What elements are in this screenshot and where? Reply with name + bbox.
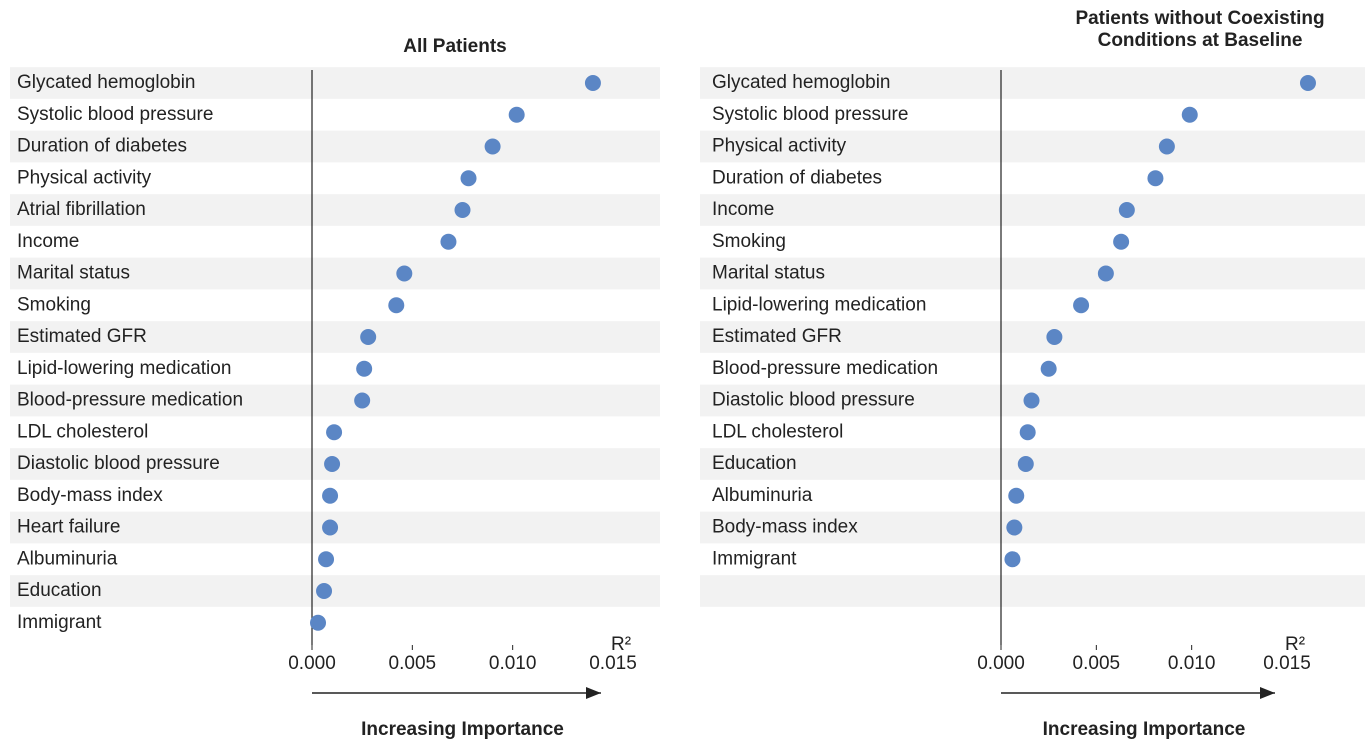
dot	[310, 614, 327, 631]
row-band	[700, 511, 1365, 544]
category-label: Duration of diabetes	[17, 136, 187, 157]
row-band	[10, 384, 660, 417]
dot	[316, 583, 333, 599]
category-label: Blood-pressure medication	[17, 390, 243, 411]
x-tick-label: 0.000	[288, 653, 336, 674]
dot	[1017, 456, 1034, 472]
category-label: Glycated hemoglobin	[712, 72, 891, 93]
x-tick-label: 0.015	[1263, 653, 1311, 674]
category-label: Diastolic blood pressure	[17, 453, 220, 474]
chart-title: All Patients	[403, 36, 507, 57]
dot	[354, 392, 371, 409]
category-label: Blood-pressure medication	[712, 358, 938, 379]
arrow-label: Increasing Importance	[361, 719, 564, 740]
category-label: Immigrant	[712, 548, 797, 569]
row-band	[10, 321, 660, 353]
x-axis-label: R²	[611, 634, 631, 655]
category-label: Physical activity	[17, 167, 152, 188]
arrow-label: Increasing Importance	[1043, 719, 1246, 740]
category-label: Marital status	[712, 263, 825, 284]
dot	[360, 329, 377, 345]
category-label: Heart failure	[17, 517, 121, 538]
x-tick-label: 0.005	[389, 653, 437, 674]
category-label: LDL cholesterol	[712, 421, 843, 442]
row-band	[700, 257, 1365, 290]
category-label: Glycated hemoglobin	[17, 72, 196, 93]
category-label: Education	[17, 580, 102, 601]
x-tick-label: 0.010	[489, 653, 537, 674]
category-label: Income	[17, 231, 79, 252]
dot	[318, 551, 335, 568]
dot	[1023, 392, 1040, 409]
category-label: Diastolic blood pressure	[712, 390, 915, 411]
chart-title: Patients without Coexisting Conditions a…	[1075, 8, 1325, 51]
category-label: Immigrant	[17, 612, 102, 633]
x-tick-label: 0.000	[977, 653, 1025, 674]
dot	[484, 138, 501, 155]
dot	[1147, 170, 1164, 187]
category-label: Education	[712, 453, 797, 474]
dot	[1097, 265, 1114, 282]
dot	[324, 456, 341, 472]
dot	[1073, 297, 1090, 314]
dot	[388, 297, 405, 314]
row-band	[10, 67, 660, 99]
category-label: Body-mass index	[17, 485, 163, 506]
dot	[1118, 202, 1135, 218]
dot	[508, 106, 525, 123]
x-tick-label: 0.010	[1168, 653, 1216, 674]
category-label: Estimated GFR	[712, 326, 842, 347]
category-label: Income	[712, 199, 774, 220]
x-axis-label: R²	[1285, 634, 1305, 655]
category-label: Albuminuria	[712, 485, 813, 506]
category-label: Albuminuria	[17, 548, 118, 569]
category-label: Marital status	[17, 263, 130, 284]
category-label: Body-mass index	[712, 517, 858, 538]
dot	[1040, 360, 1057, 377]
category-label: Atrial fibrillation	[17, 199, 146, 220]
dot	[1046, 329, 1063, 345]
dot	[440, 233, 457, 250]
dot	[1181, 106, 1198, 123]
category-label: Smoking	[712, 231, 786, 252]
dot	[584, 75, 601, 91]
dot	[460, 170, 477, 187]
category-label: Physical activity	[712, 136, 847, 157]
dot	[1113, 233, 1130, 250]
dot	[326, 424, 343, 441]
row-band	[700, 67, 1365, 99]
dot	[1158, 138, 1175, 155]
category-label: Systolic blood pressure	[17, 104, 213, 125]
dot	[322, 519, 339, 536]
dot	[1299, 75, 1316, 91]
category-label: Duration of diabetes	[712, 167, 882, 188]
row-band	[700, 194, 1365, 226]
category-label: LDL cholesterol	[17, 421, 148, 442]
row-band	[10, 257, 660, 290]
row-band	[700, 321, 1365, 353]
row-band	[10, 575, 660, 607]
dot	[322, 487, 339, 504]
category-label: Estimated GFR	[17, 326, 147, 347]
dot	[454, 202, 471, 218]
category-label: Systolic blood pressure	[712, 104, 908, 125]
x-tick-label: 0.005	[1073, 653, 1121, 674]
dot	[396, 265, 413, 282]
dot	[1019, 424, 1036, 441]
category-label: Lipid-lowering medication	[712, 294, 926, 315]
x-tick-label: 0.015	[589, 653, 637, 674]
dot	[1006, 519, 1023, 536]
row-band	[700, 575, 1365, 607]
category-label: Smoking	[17, 294, 91, 315]
row-band	[700, 130, 1365, 163]
dot	[1008, 487, 1025, 504]
dot	[356, 360, 373, 377]
dot	[1004, 551, 1021, 568]
row-band	[10, 194, 660, 226]
row-band	[10, 130, 660, 163]
category-label: Lipid-lowering medication	[17, 358, 231, 379]
